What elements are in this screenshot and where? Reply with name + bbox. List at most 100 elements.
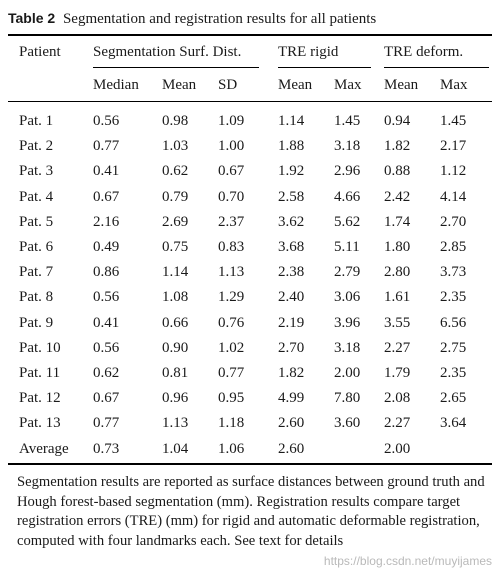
table-cell: 1.80 <box>384 239 411 255</box>
table-cell: 1.12 <box>440 163 467 180</box>
table-cell: 0.88 <box>384 163 411 180</box>
table-cell: 3.06 <box>334 289 361 306</box>
table-cell: 2.80 <box>384 264 411 281</box>
row-label: Pat. 4 <box>19 188 54 205</box>
table-cell: 1.04 <box>162 440 189 457</box>
table-cell: 1.02 <box>218 339 245 356</box>
top-rule <box>8 34 492 36</box>
table-cell: 1.82 <box>384 138 411 155</box>
table-cell: 3.18 <box>334 138 361 155</box>
table-cell: 4.99 <box>278 390 305 407</box>
subheader-cell: Median <box>93 77 139 93</box>
table-cell: 0.70 <box>218 188 245 205</box>
row-label: Pat. 13 <box>19 415 61 432</box>
header-rule <box>8 101 492 102</box>
row-label: Pat. 1 <box>19 113 54 129</box>
table-cell: 1.45 <box>440 113 467 129</box>
table-cell: 0.95 <box>218 390 245 407</box>
table-cell: 0.79 <box>162 188 189 205</box>
table-cell: 1.82 <box>278 365 305 381</box>
table-cell: 0.86 <box>93 264 120 281</box>
table-cell: 1.00 <box>218 138 245 155</box>
table-cell: 0.75 <box>162 239 189 255</box>
table-cell: 2.58 <box>278 188 305 205</box>
table-cell: 1.29 <box>218 289 245 306</box>
table-cell: 1.45 <box>334 113 361 129</box>
row-label: Pat. 8 <box>19 289 54 306</box>
table-cell: 2.40 <box>278 289 305 306</box>
row-label: Pat. 9 <box>19 314 54 331</box>
table-cell: 0.41 <box>93 314 120 331</box>
table-cell: 1.88 <box>278 138 305 155</box>
table-cell: 0.83 <box>218 239 245 255</box>
table-cell: 1.03 <box>162 138 189 155</box>
table-cell: 0.56 <box>93 289 120 306</box>
table-cell: 0.76 <box>218 314 245 331</box>
table-cell: 1.61 <box>384 289 411 306</box>
table-cell: 4.14 <box>440 188 467 205</box>
header-tre-deform: TRE deform. <box>384 44 464 60</box>
table-cell: 2.38 <box>278 264 305 281</box>
table-cell: 1.09 <box>218 113 245 129</box>
table-cell: 1.14 <box>278 113 305 129</box>
table-cell: 2.69 <box>162 213 189 230</box>
table-cell: 1.13 <box>162 415 189 432</box>
bottom-rule <box>8 463 492 465</box>
subheader-cell: Mean <box>162 77 197 93</box>
segmentation-underline <box>93 67 259 68</box>
table-footnote: Segmentation results are reported as sur… <box>17 474 485 549</box>
subheader-cell: Max <box>440 77 468 93</box>
table-cell: 1.74 <box>384 213 411 230</box>
table-cell: 0.96 <box>162 390 189 407</box>
subheader-cell: Max <box>334 77 362 93</box>
row-label: Pat. 2 <box>19 138 54 155</box>
watermark: https://blog.csdn.net/muyijames <box>323 554 492 568</box>
table-cell: 5.11 <box>334 239 360 255</box>
table-cell: 3.18 <box>334 339 361 356</box>
table-caption: Table 2 Segmentation and registration re… <box>8 9 376 28</box>
table-cell: 0.90 <box>162 339 189 356</box>
table-cell: 1.18 <box>218 415 245 432</box>
table-cell: 2.65 <box>440 390 467 407</box>
table-cell: 0.67 <box>93 188 120 205</box>
table-cell: 2.60 <box>278 415 305 432</box>
row-label: Pat. 11 <box>19 365 61 381</box>
row-label: Pat. 10 <box>19 339 61 356</box>
table-cell: 2.19 <box>278 314 305 331</box>
table-cell: 3.60 <box>334 415 361 432</box>
table-cell: 2.00 <box>334 365 361 381</box>
table-cell: 1.08 <box>162 289 189 306</box>
table-cell: 0.56 <box>93 339 120 356</box>
header-tre-rigid: TRE rigid <box>278 44 339 60</box>
table-cell: 3.55 <box>384 314 411 331</box>
tre-deform-underline <box>384 67 489 68</box>
table-cell: 2.27 <box>384 339 411 356</box>
table-cell: 2.27 <box>384 415 411 432</box>
row-label: Pat. 7 <box>19 264 54 281</box>
table-cell: 0.67 <box>93 390 120 407</box>
tre-rigid-underline <box>278 67 371 68</box>
row-label: Average <box>19 440 69 457</box>
table-cell: 2.85 <box>440 239 467 255</box>
table-cell: 1.79 <box>384 365 411 381</box>
table-cell: 0.77 <box>93 415 120 432</box>
table-cell: 1.13 <box>218 264 245 281</box>
table-cell: 0.56 <box>93 113 120 129</box>
table-cell: 3.62 <box>278 213 305 230</box>
table-cell: 5.62 <box>334 213 361 230</box>
table-cell: 0.49 <box>93 239 120 255</box>
table-cell: 2.08 <box>384 390 411 407</box>
table-cell: 3.64 <box>440 415 467 432</box>
table-cell: 2.60 <box>278 440 305 457</box>
table-cell: 1.92 <box>278 163 305 180</box>
header-patient: Patient <box>19 44 61 60</box>
table-cell: 0.98 <box>162 113 189 129</box>
table-cell: 2.00 <box>384 440 411 457</box>
table-cell: 0.73 <box>93 440 120 457</box>
table-cell: 2.96 <box>334 163 361 180</box>
table-cell: 2.75 <box>440 339 467 356</box>
table-cell: 0.77 <box>218 365 245 381</box>
table-cell: 0.62 <box>93 365 120 381</box>
table-cell: 2.35 <box>440 289 467 306</box>
table-cell: 1.06 <box>218 440 245 457</box>
